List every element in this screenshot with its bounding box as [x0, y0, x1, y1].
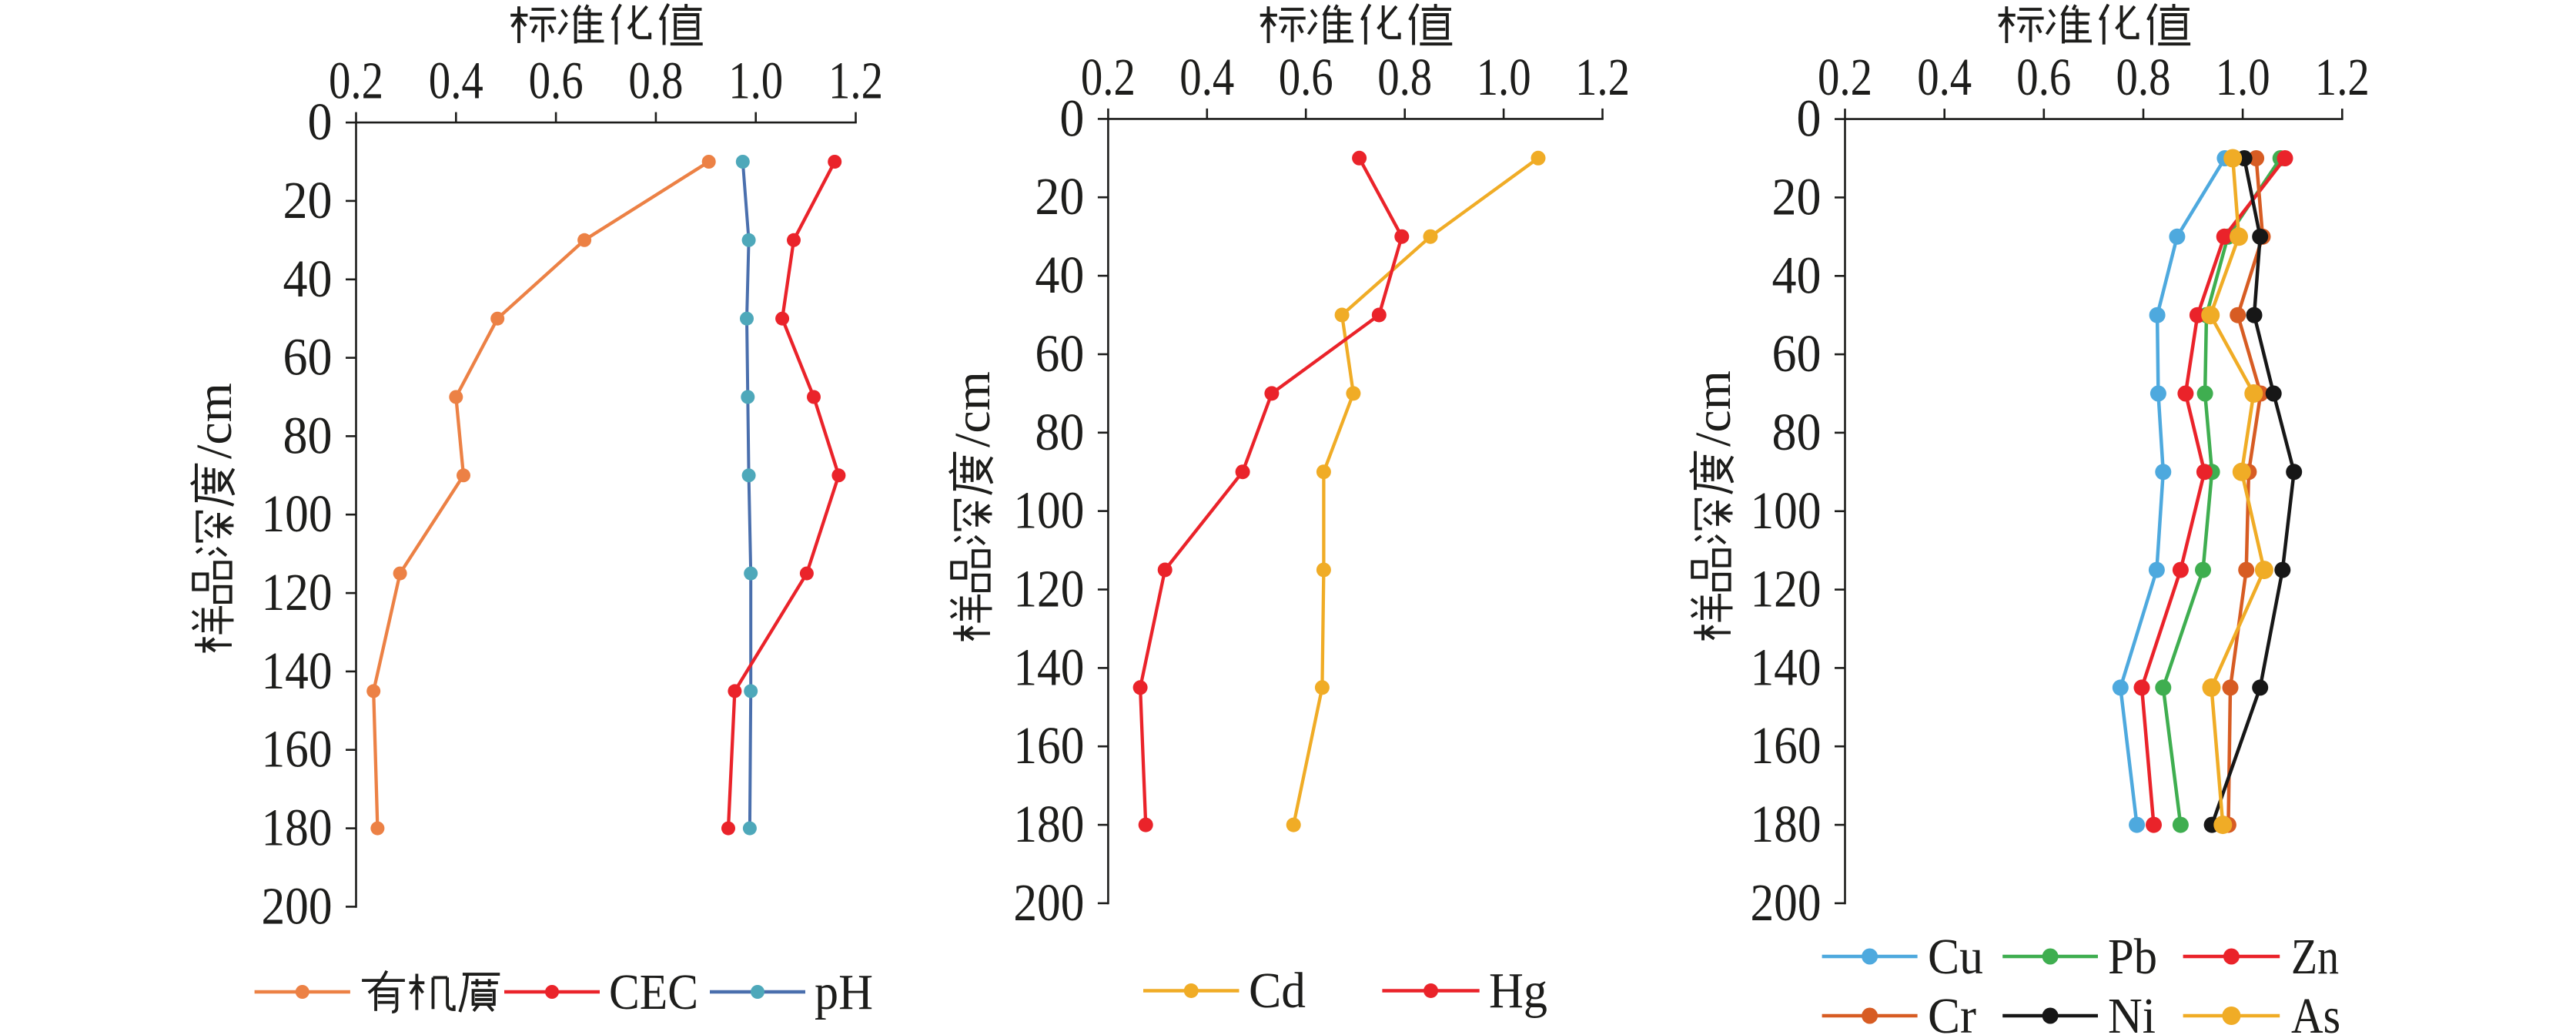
svg-text:0.8: 0.8 [2116, 48, 2171, 106]
svg-text:80: 80 [283, 406, 333, 464]
svg-text:60: 60 [283, 328, 333, 387]
svg-text:120: 120 [1013, 560, 1084, 618]
svg-text:120: 120 [1751, 560, 1822, 618]
svg-text:Cu: Cu [1928, 929, 1983, 985]
svg-text:1.0: 1.0 [1477, 48, 1531, 106]
svg-text:As: As [2291, 988, 2340, 1035]
svg-text:160: 160 [1751, 716, 1822, 775]
svg-text:200: 200 [1013, 873, 1084, 932]
svg-text:1.2: 1.2 [828, 52, 883, 110]
svg-text:60: 60 [1035, 324, 1084, 383]
svg-text:0.4: 0.4 [429, 52, 483, 110]
svg-text:/cm: /cm [186, 383, 243, 459]
svg-text:0.2: 0.2 [1818, 48, 1872, 106]
svg-text:1.0: 1.0 [728, 52, 783, 110]
svg-text:100: 100 [1751, 481, 1822, 540]
svg-text:160: 160 [1013, 716, 1084, 775]
svg-text:20: 20 [1772, 167, 1822, 226]
svg-text:180: 180 [262, 799, 333, 857]
svg-text:20: 20 [283, 171, 333, 229]
svg-text:0.4: 0.4 [1917, 48, 1972, 106]
svg-text:1.0: 1.0 [2216, 48, 2270, 106]
svg-text:1.2: 1.2 [2315, 48, 2370, 106]
svg-text:40: 40 [1772, 246, 1822, 304]
svg-text:0.2: 0.2 [329, 52, 383, 110]
svg-text:0.6: 0.6 [1279, 48, 1333, 106]
svg-text:1.2: 1.2 [1575, 48, 1630, 106]
svg-text:/cm: /cm [1685, 370, 1741, 447]
svg-text:100: 100 [1013, 481, 1084, 540]
svg-text:80: 80 [1772, 403, 1822, 461]
svg-text:0.8: 0.8 [1377, 48, 1432, 106]
svg-text:200: 200 [262, 876, 333, 935]
svg-text:0.2: 0.2 [1081, 48, 1136, 106]
svg-text:0: 0 [1797, 89, 1822, 148]
svg-text:0.6: 0.6 [2016, 48, 2071, 106]
svg-text:/cm: /cm [945, 371, 1001, 447]
svg-text:180: 180 [1751, 795, 1822, 853]
svg-text:Hg: Hg [1489, 963, 1547, 1019]
svg-text:100: 100 [262, 484, 333, 543]
svg-text:pH: pH [815, 964, 873, 1020]
svg-text:140: 140 [262, 641, 333, 700]
svg-text:180: 180 [1013, 795, 1084, 853]
svg-text:Cr: Cr [1928, 988, 1976, 1035]
svg-text:0.4: 0.4 [1179, 48, 1234, 106]
svg-text:0.6: 0.6 [529, 52, 584, 110]
svg-text:140: 140 [1013, 638, 1084, 696]
svg-text:60: 60 [1772, 324, 1822, 383]
svg-text:0.8: 0.8 [628, 52, 683, 110]
svg-text:40: 40 [1035, 246, 1084, 304]
svg-text:0: 0 [308, 92, 333, 151]
svg-text:Ni: Ni [2108, 988, 2156, 1035]
svg-text:120: 120 [262, 563, 333, 621]
svg-text:CEC: CEC [609, 964, 698, 1020]
svg-text:Zn: Zn [2291, 929, 2339, 985]
svg-text:20: 20 [1035, 167, 1084, 226]
svg-text:140: 140 [1751, 638, 1822, 696]
svg-text:0: 0 [1059, 89, 1084, 147]
svg-text:Cd: Cd [1249, 963, 1306, 1019]
svg-text:200: 200 [1751, 873, 1822, 932]
svg-text:Pb: Pb [2108, 929, 2157, 985]
svg-text:80: 80 [1035, 403, 1084, 461]
svg-text:160: 160 [262, 720, 333, 779]
svg-text:40: 40 [283, 250, 333, 308]
